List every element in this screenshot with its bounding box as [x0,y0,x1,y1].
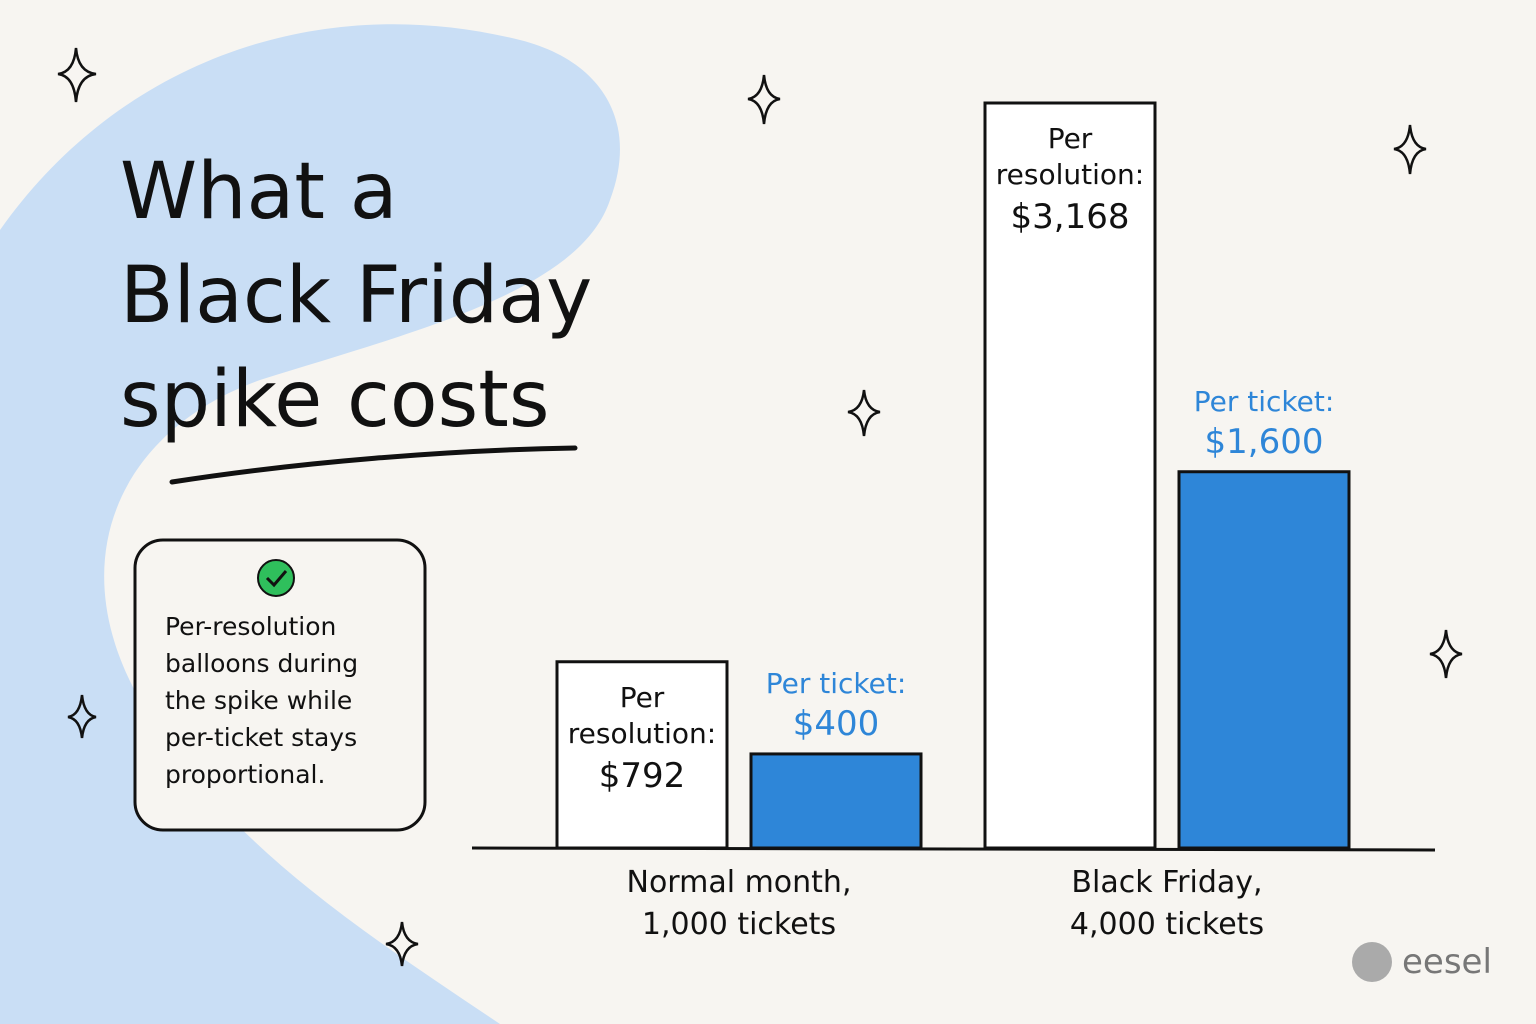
chart-title: What a Black Friday spike costs [120,147,593,445]
series-label: Per ticket: [1193,384,1335,418]
sparkles [57,47,1463,967]
series-label: Per resolution: [567,680,717,750]
value-label: $792 [598,755,686,796]
x-tick-label: Normal month, 1,000 tickets [626,865,852,942]
x-tick-label: Black Friday, 4,000 tickets [1069,865,1265,942]
note: Per-resolution balloons during the spike… [165,612,359,789]
bar [1177,470,1351,850]
check-mark [265,570,288,588]
bar [749,752,923,850]
value-label: $400 [792,703,880,744]
logo: eesel [1402,942,1492,982]
note-box [133,538,427,832]
value-label: $1,600 [1204,421,1324,462]
bar [983,101,1157,850]
value-label: $3,168 [1010,197,1130,237]
check-icon [257,559,295,597]
bar [555,660,729,850]
logo-icon [1352,942,1392,982]
title-underline [169,445,578,485]
series-label: Per ticket: [765,666,907,700]
series-label: Per resolution: [995,122,1145,191]
